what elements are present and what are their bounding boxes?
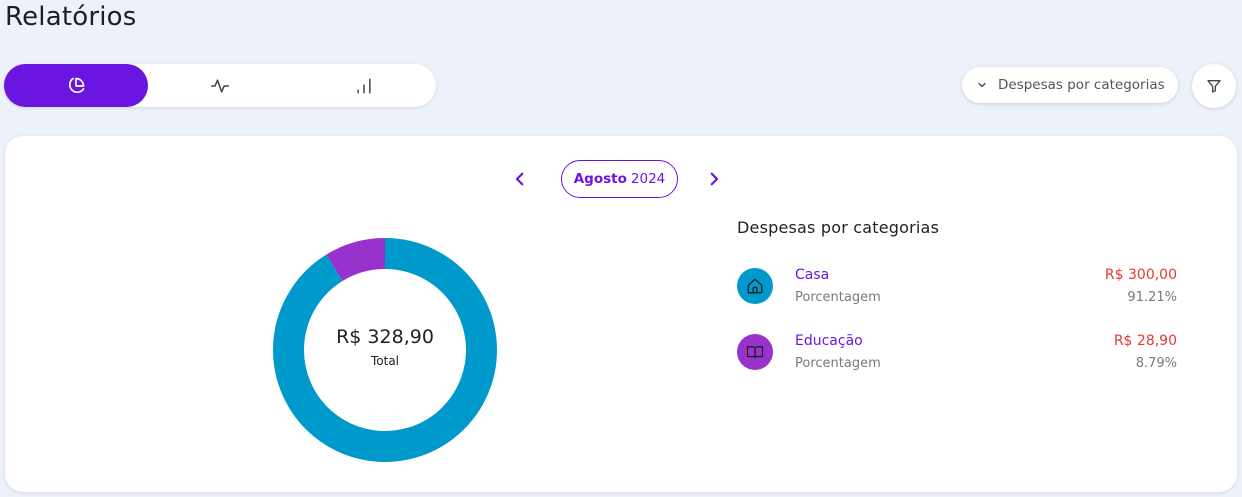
category-value: R$ 28,90	[1113, 333, 1177, 349]
category-sub-label: Porcentagem	[795, 290, 881, 305]
category-value: R$ 300,00	[1104, 267, 1177, 283]
category-legend: Despesas por categorias Casa Porcentagem…	[737, 218, 1177, 391]
pie-chart-view-button[interactable]	[4, 64, 148, 107]
line-chart-view-button[interactable]	[148, 64, 292, 107]
activity-line-icon	[210, 78, 230, 93]
category-icon-badge	[737, 334, 773, 370]
category-percent: 91.21%	[1127, 290, 1177, 305]
book-icon	[746, 346, 764, 359]
category-row-educacao[interactable]: Educação Porcentagem R$ 28,90 8.79%	[737, 325, 1177, 391]
previous-month-button[interactable]	[507, 166, 533, 192]
report-type-select[interactable]: Despesas por categorias	[962, 67, 1178, 103]
total-amount: R$ 328,90	[336, 326, 434, 348]
donut-chart: R$ 328,90 Total	[271, 236, 499, 464]
category-percent: 8.79%	[1135, 356, 1177, 371]
donut-slice-casa[interactable]	[273, 238, 497, 462]
month-navigator: Agosto 2024	[5, 160, 1237, 198]
donut-chart-svg	[273, 238, 497, 462]
chevron-right-icon	[710, 172, 719, 186]
report-type-label: Despesas por categorias	[998, 77, 1165, 93]
filter-button[interactable]	[1192, 64, 1236, 108]
next-month-button[interactable]	[701, 166, 727, 192]
year-label: 2024	[630, 171, 666, 187]
bar-chart-view-button[interactable]	[292, 64, 436, 107]
chevron-down-icon	[976, 79, 988, 91]
category-row-casa[interactable]: Casa Porcentagem R$ 300,00 91.21%	[737, 259, 1177, 325]
bar-chart-icon	[357, 78, 371, 93]
month-selector[interactable]: Agosto 2024	[561, 160, 678, 198]
chart-type-switch	[4, 64, 436, 107]
category-icon-badge	[737, 268, 773, 304]
category-name: Educação	[795, 333, 863, 349]
donut-center: R$ 328,90 Total	[271, 236, 499, 464]
page-title: Relatórios	[5, 2, 137, 32]
total-label: Total	[370, 354, 400, 368]
pie-chart-icon	[68, 77, 85, 93]
home-icon	[747, 278, 763, 294]
donut-slice-educação[interactable]	[326, 238, 386, 282]
filter-icon	[1207, 80, 1221, 93]
month-label: Agosto	[573, 171, 627, 187]
report-card: Agosto 2024 R$ 328,90 Total Despesas por…	[5, 136, 1237, 492]
legend-title: Despesas por categorias	[737, 218, 940, 237]
chevron-left-icon	[515, 172, 524, 186]
category-name: Casa	[795, 267, 830, 283]
category-sub-label: Porcentagem	[795, 356, 881, 371]
